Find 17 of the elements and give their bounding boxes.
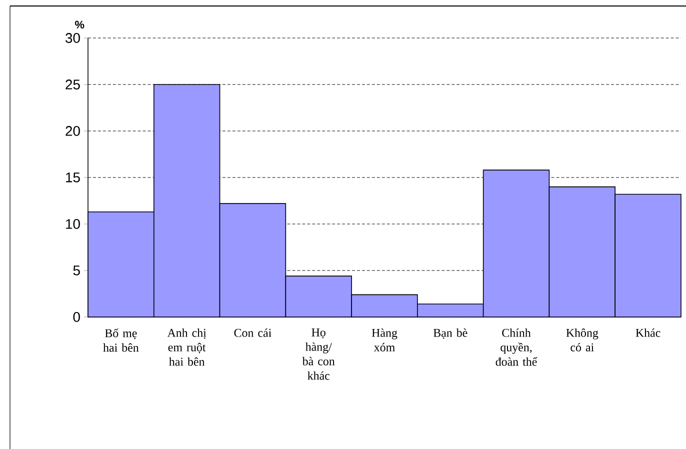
y-tick-label: 30 <box>66 33 80 43</box>
y-tick-label: 5 <box>73 266 80 276</box>
x-tick-label: Bạn bè <box>433 328 468 339</box>
x-tick-label: Không có ai <box>566 328 598 352</box>
y-tick-label: 10 <box>66 219 80 229</box>
y-tick-label: 20 <box>66 126 80 136</box>
x-tick-label: Họ hàng/ bà con khác <box>302 328 335 380</box>
x-tick-label: Khác <box>636 328 660 337</box>
y-axis-title: % <box>75 20 84 28</box>
y-tick-label: 15 <box>66 172 80 182</box>
y-tick-label: 25 <box>66 80 80 90</box>
x-tick-label: Hàng xóm <box>372 328 398 352</box>
x-tick-label: Con cái <box>234 328 272 337</box>
x-tick-label: Bố mẹ hai bên <box>103 328 139 352</box>
x-tick-label: Anh chị em ruột hai bên <box>167 328 206 366</box>
y-tick-label: 0 <box>73 312 80 322</box>
x-tick-label: Chính quyền, đoàn thể <box>496 328 538 366</box>
